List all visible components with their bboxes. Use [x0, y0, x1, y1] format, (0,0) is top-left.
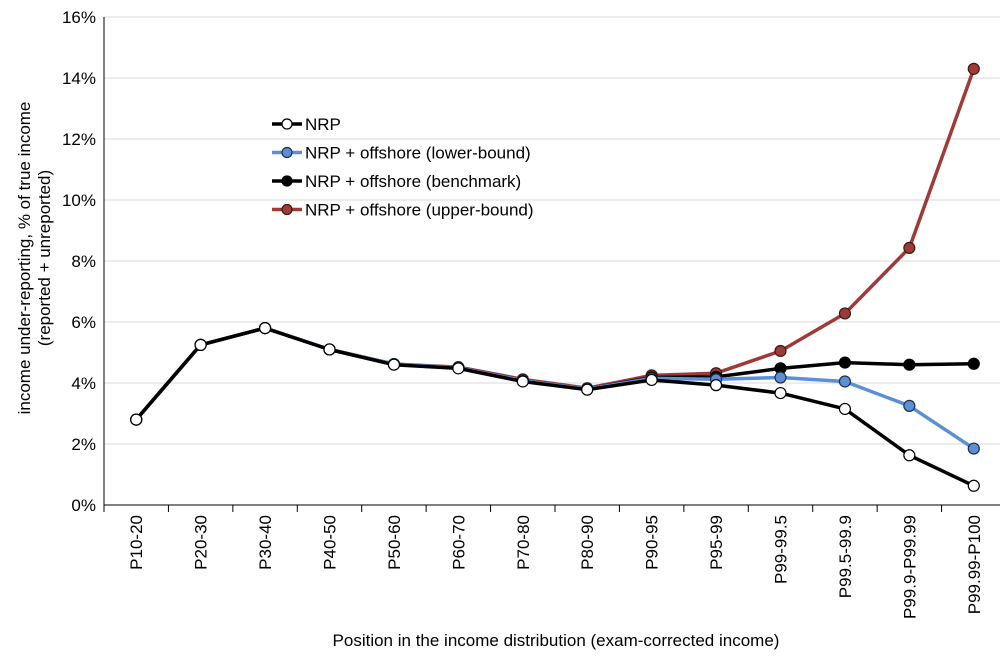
- y-tick-label: 2%: [71, 435, 96, 454]
- y-tick-label: 14%: [62, 69, 96, 88]
- legend-item: NRP: [272, 115, 341, 134]
- x-axis-title: Position in the income distribution (exa…: [333, 631, 780, 650]
- y-axis: 0% 2% 4% 6% 8% 10% 12% 14% 16%: [62, 8, 105, 515]
- data-point: [838, 356, 852, 369]
- y-tick-label: 8%: [71, 252, 96, 271]
- data-point: [387, 358, 401, 371]
- series-line: [134, 326, 975, 488]
- data-point: [452, 362, 465, 375]
- data-point: [903, 399, 916, 412]
- data-point: [774, 386, 787, 400]
- series-nrp-offshore-lower-bound-: [130, 322, 980, 455]
- data-point: [194, 338, 207, 351]
- y-tick-label: 16%: [62, 8, 96, 27]
- legend-label: NRP + offshore (lower-bound): [305, 144, 531, 163]
- legend-label: NRP: [305, 115, 341, 134]
- data-point: [709, 379, 723, 392]
- data-point: [774, 371, 787, 384]
- legend: NRP NRP + offshore (lower-bound) NRP + off…: [272, 115, 534, 220]
- x-tick-label: P10-20: [127, 515, 146, 570]
- x-tick-label: P50-60: [385, 515, 404, 570]
- y-tick-label: 10%: [62, 191, 96, 210]
- data-point: [903, 241, 916, 254]
- legend-item: NRP + offshore (lower-bound): [272, 144, 531, 163]
- x-tick-label: P70-80: [514, 515, 533, 570]
- data-point: [967, 479, 980, 492]
- data-point: [903, 449, 916, 462]
- legend-label: NRP + offshore (upper-bound): [305, 201, 534, 220]
- gridlines: [104, 16, 1000, 445]
- series-nrp-offshore-upper-bound-: [130, 62, 980, 426]
- y-axis-title-line2: (reported + unreported): [35, 170, 54, 346]
- y-axis-title-line1: income under-reporting, % of true income: [15, 102, 34, 415]
- y-tick-label: 4%: [71, 374, 96, 393]
- legend-swatch-marker: [281, 203, 293, 216]
- data-point: [838, 375, 852, 388]
- data-point: [903, 358, 916, 371]
- data-point: [838, 402, 852, 416]
- x-tick-label: P90-95: [643, 515, 662, 570]
- x-tick-label: P40-50: [321, 515, 340, 570]
- series-line: [134, 326, 975, 451]
- y-tick-label: 0%: [71, 496, 96, 515]
- series-nrp-offshore-benchmark-: [130, 322, 980, 426]
- data-point: [516, 375, 529, 388]
- legend-swatch-marker: [281, 175, 293, 187]
- y-tick-label: 12%: [62, 130, 96, 149]
- x-tick-label: P60-70: [449, 515, 468, 570]
- data-point: [967, 442, 980, 455]
- x-tick-label: P99-99.5: [772, 515, 791, 584]
- legend-item: NRP + offshore (benchmark): [272, 172, 521, 191]
- y-axis-title: income under-reporting, % of true income…: [15, 102, 54, 415]
- data-point: [774, 344, 787, 358]
- data-point: [645, 373, 658, 387]
- legend-item: NRP + offshore (upper-bound): [272, 201, 534, 220]
- x-tick-label: P80-90: [578, 515, 597, 570]
- series-layer: [130, 62, 980, 492]
- data-point: [581, 383, 594, 396]
- y-tick-label: 6%: [71, 313, 96, 332]
- x-tick-label: P99.5-99.9: [836, 515, 855, 598]
- legend-label: NRP + offshore (benchmark): [305, 172, 521, 191]
- data-point: [130, 413, 143, 426]
- data-point: [838, 307, 852, 320]
- x-tick-label: P30-40: [256, 515, 275, 570]
- legend-swatch-marker: [281, 146, 293, 159]
- x-tick-label: P99.9-P99.99: [900, 515, 919, 619]
- x-axis: P10-20 P20-30 P30-40 P40-50 P50-60 P60-70 P70-…: [103, 504, 1000, 619]
- x-tick-label: P99.99-P100: [965, 515, 984, 614]
- series-nrp: [130, 322, 980, 492]
- legend-swatch-marker: [281, 118, 293, 130]
- data-point: [967, 357, 980, 370]
- x-tick-label: P95-99: [707, 515, 726, 570]
- data-point: [258, 322, 272, 335]
- data-point: [967, 62, 980, 75]
- x-tick-label: P20-30: [192, 515, 211, 570]
- data-point: [323, 343, 336, 356]
